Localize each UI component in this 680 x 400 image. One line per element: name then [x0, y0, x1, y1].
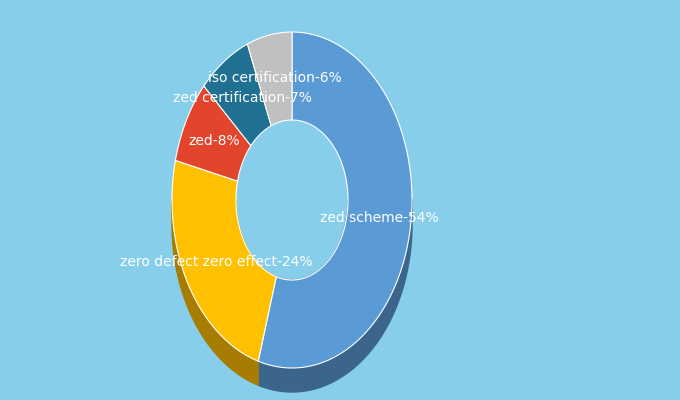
Polygon shape	[172, 202, 258, 385]
PathPatch shape	[175, 86, 251, 181]
Polygon shape	[258, 199, 412, 392]
Text: zero defect zero effect-24%: zero defect zero effect-24%	[120, 255, 312, 269]
Text: iso certification-6%: iso certification-6%	[209, 71, 342, 85]
Text: zed scheme-54%: zed scheme-54%	[320, 211, 439, 225]
Text: zed-8%: zed-8%	[188, 134, 240, 148]
Polygon shape	[236, 201, 276, 301]
PathPatch shape	[258, 32, 412, 368]
PathPatch shape	[248, 32, 292, 126]
PathPatch shape	[204, 44, 271, 146]
Text: zed certification-7%: zed certification-7%	[173, 91, 311, 105]
Polygon shape	[276, 200, 348, 304]
PathPatch shape	[172, 160, 276, 361]
